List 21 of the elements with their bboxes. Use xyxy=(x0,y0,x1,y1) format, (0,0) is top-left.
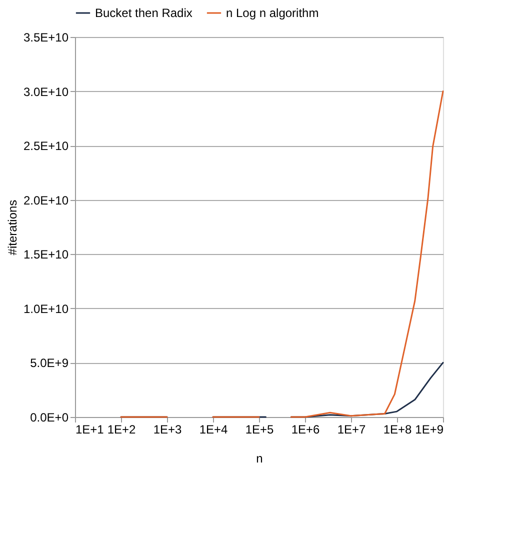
y-tick-label: 2.5E+10 xyxy=(23,139,69,154)
x-tick-label: 1E+3 xyxy=(153,422,182,436)
x-tick-label: 1E+9 xyxy=(415,422,444,436)
x-tick-label: 1E+7 xyxy=(337,422,366,436)
x-tick-label: 1E+4 xyxy=(199,422,228,436)
y-tick-label: 1.0E+10 xyxy=(23,302,69,316)
y-tick-label: 3.5E+10 xyxy=(23,30,69,44)
y-tick-label: 2.0E+10 xyxy=(23,193,69,208)
x-axis-title: n xyxy=(256,452,263,466)
x-tick-label: 1E+1 xyxy=(76,422,104,436)
x-tick-label: 1E+8 xyxy=(383,422,412,436)
x-tick-label: 1E+2 xyxy=(107,422,136,436)
y-tick-label: 5.0E+9 xyxy=(30,356,69,370)
y-tick-label: 3.0E+10 xyxy=(23,84,69,99)
legend-label: Bucket then Radix xyxy=(95,6,192,20)
x-tick-label: 1E+6 xyxy=(291,422,320,436)
x-tick-label: 1E+5 xyxy=(245,422,274,436)
y-axis-title: #iterations xyxy=(5,200,20,256)
legend-label: n Log n algorithm xyxy=(226,6,319,20)
y-tick-label: 0.0E+0 xyxy=(30,410,69,424)
y-tick-label: 1.5E+10 xyxy=(23,248,69,262)
